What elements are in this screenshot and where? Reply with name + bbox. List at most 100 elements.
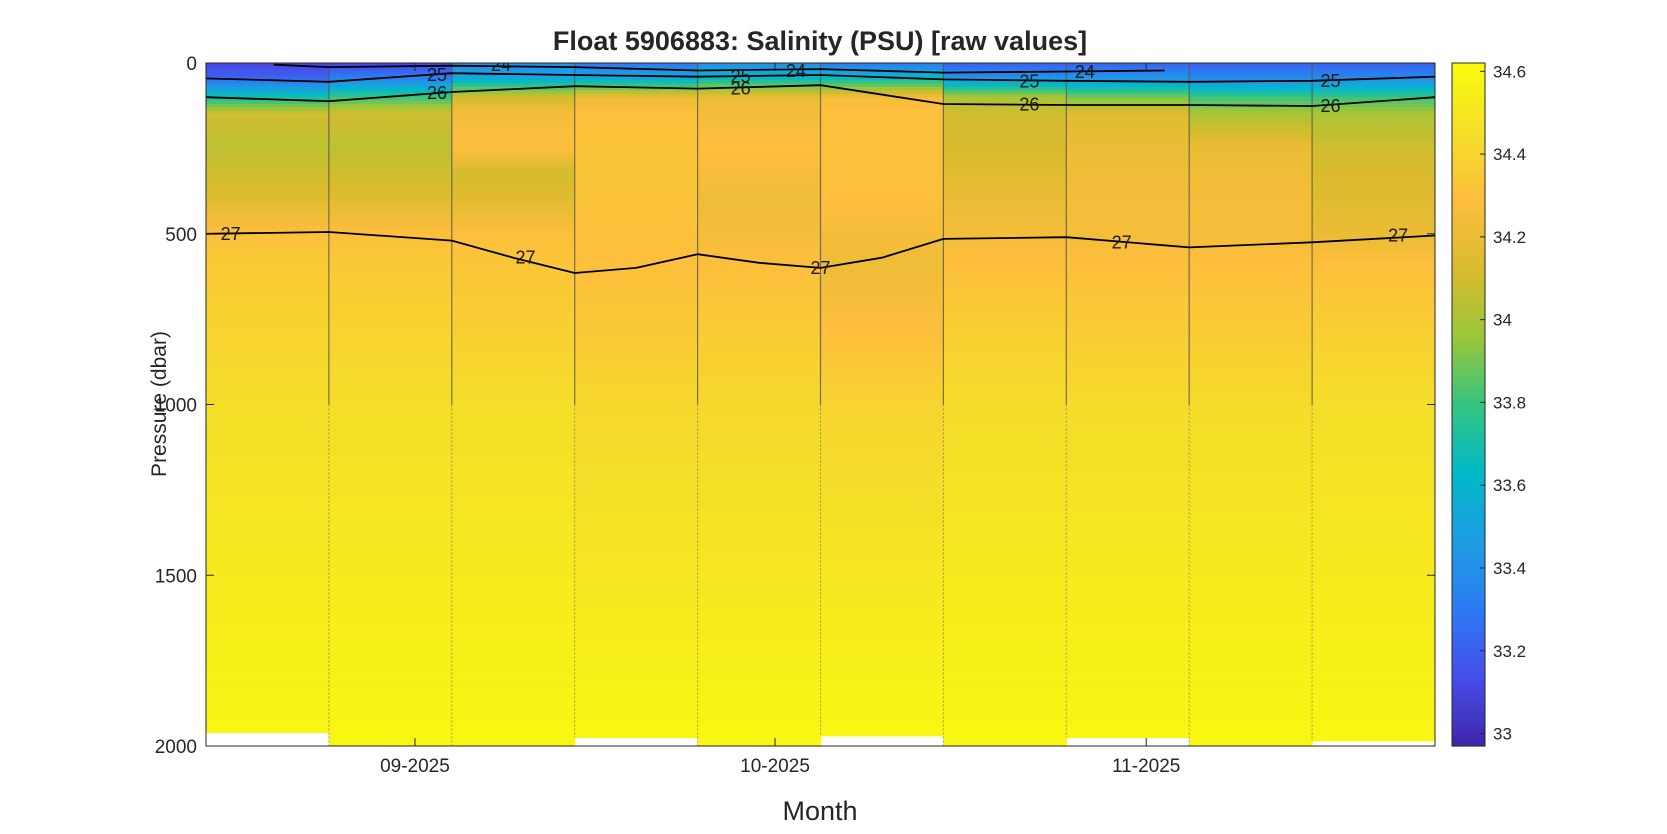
heatmap-cell [943,684,1067,689]
heatmap-cell [328,206,453,211]
profile-column [942,63,1067,746]
heatmap-cell [451,322,576,327]
heatmap-cell [943,469,1067,474]
heatmap-cell [820,226,944,231]
heatmap-cell [943,103,1067,108]
heatmap-cell [1066,346,1190,351]
heatmap-cell [328,728,453,733]
heatmap-cell [1189,452,1313,457]
heatmap-cell [943,175,1067,180]
heatmap-cell [574,565,699,570]
heatmap-cell [1312,284,1435,289]
heatmap-cell [697,459,822,464]
heatmap-cell [1189,76,1313,81]
heatmap-cell [697,168,822,173]
heatmap-cell [451,612,576,617]
heatmap-cell [1189,209,1313,214]
colorbar-segment [1452,495,1485,502]
heatmap-cell [1312,513,1435,518]
heatmap-cell [697,554,822,559]
heatmap-cell [1312,322,1435,327]
heatmap-cell [328,131,453,136]
heatmap-cell [574,394,699,399]
heatmap-cell [820,715,944,720]
heatmap-cell [328,561,453,566]
heatmap-cell [451,144,576,149]
heatmap-cell [1066,445,1190,450]
heatmap-cell [206,377,330,382]
heatmap-cell [328,175,453,180]
heatmap-cell [451,585,576,590]
heatmap-cell [1189,288,1313,293]
heatmap-cell [820,595,944,600]
heatmap-cell [697,247,822,252]
heatmap-cell [574,407,699,412]
colorbar-segment [1452,205,1485,212]
heatmap-cell [943,312,1067,317]
heatmap-cell [697,332,822,337]
heatmap-cell [328,73,453,78]
heatmap-cell [1189,657,1313,662]
heatmap-cell [697,476,822,481]
heatmap-cell [574,537,699,542]
heatmap-cell [1189,698,1313,703]
heatmap-cell [1189,226,1313,231]
heatmap-cell [1312,517,1435,522]
heatmap-cell [1066,192,1190,197]
heatmap-cell [451,267,576,272]
heatmap-cell [820,312,944,317]
heatmap-cell [1189,568,1313,573]
heatmap-cell [328,554,453,559]
heatmap-cell [1189,203,1313,208]
colorbar-segment [1452,404,1485,411]
heatmap-cell [451,623,576,628]
heatmap-cell [697,575,822,580]
heatmap-cell [1189,213,1313,218]
heatmap-cell [328,278,453,283]
heatmap-cell [451,506,576,511]
heatmap-cell [328,148,453,153]
heatmap-cell [820,107,944,112]
heatmap-cell [206,442,330,447]
heatmap-cell [1189,216,1313,221]
heatmap-cell [574,732,699,737]
heatmap-cell [820,138,944,143]
heatmap-cell [206,121,330,126]
heatmap-cell [820,414,944,419]
heatmap-cell [1066,387,1190,392]
heatmap-cell [574,527,699,532]
colorbar-segment [1452,529,1485,537]
heatmap-cell [328,670,453,675]
colorbar-segment [1452,598,1485,605]
heatmap-cell [1189,220,1313,225]
heatmap-cell [1189,646,1313,651]
heatmap-cell [943,349,1067,354]
heatmap-cell [943,264,1067,269]
heatmap-cell [1066,435,1190,440]
heatmap-cell [697,199,822,204]
heatmap-cell [1189,609,1313,614]
colorbar-segment [1452,85,1485,93]
heatmap-cell [574,462,699,467]
heatmap-cell [1066,366,1190,371]
heatmap-cell [574,585,699,590]
heatmap-cell [328,213,453,218]
heatmap-cell [206,496,330,501]
heatmap-cell [451,633,576,638]
heatmap-cell [328,284,453,289]
heatmap-cell [574,302,699,307]
heatmap-cell [328,189,453,194]
heatmap-cell [451,725,576,730]
heatmap-cell [1189,660,1313,665]
heatmap-cell [206,390,330,395]
colorbar-tick-label: 34.6 [1493,62,1526,81]
heatmap-cell [943,537,1067,542]
heatmap-cell [451,677,576,682]
heatmap-cell [697,643,822,648]
heatmap-cell [1189,476,1313,481]
heatmap-cell [451,640,576,645]
heatmap-cell [820,510,944,515]
heatmap-cell [1189,302,1313,307]
colorbar-segment [1452,80,1485,87]
